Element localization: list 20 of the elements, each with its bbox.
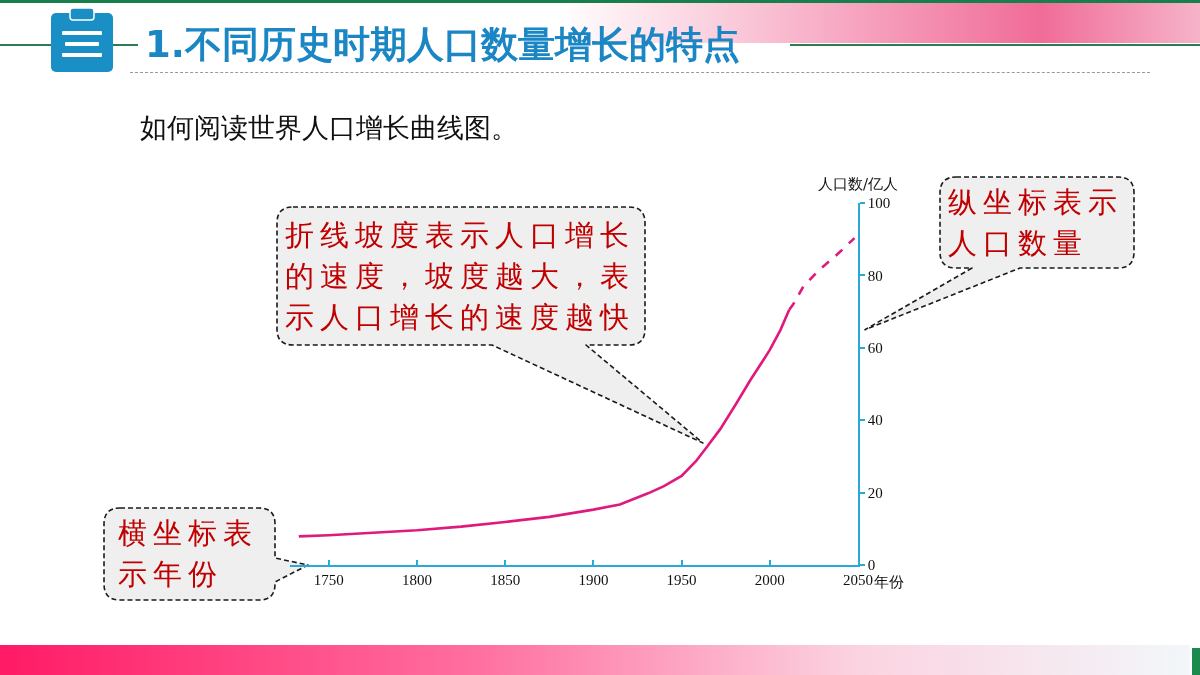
- x-axis-title: 年份: [874, 573, 904, 591]
- y-tick-label: 20: [867, 484, 883, 501]
- text: 横坐标表示年份: [118, 516, 259, 592]
- y-tick-label: 60: [867, 340, 883, 357]
- y-tick-label: 100: [867, 195, 891, 212]
- y-tick-label: 40: [867, 412, 883, 429]
- x-tick-label: 2050: [843, 571, 873, 588]
- x-tick-label: 1900: [578, 571, 609, 588]
- x-tick-label: 1750: [313, 571, 344, 588]
- annotation: 折线坡度表示人口增长的速度，坡度越大，表示人口增长的速度越快: [284, 217, 636, 335]
- x-tick-label: 1950: [666, 571, 697, 588]
- y-tick-label: 80: [867, 267, 883, 284]
- x-tick-label: 1850: [490, 571, 521, 588]
- x-tick-label: 1800: [402, 571, 433, 588]
- text: 纵坐标表示人口数量: [948, 184, 1124, 261]
- y-axis-title: 人口数/亿人: [818, 175, 899, 193]
- chart-title: 1.不同历史时期人口数量增长的特点: [145, 22, 740, 68]
- y-tick-label: 0: [867, 557, 876, 574]
- x-tick-label: 2000: [754, 571, 785, 588]
- chart-subtitle: 如何阅读世界人口增长曲线图。: [140, 111, 518, 145]
